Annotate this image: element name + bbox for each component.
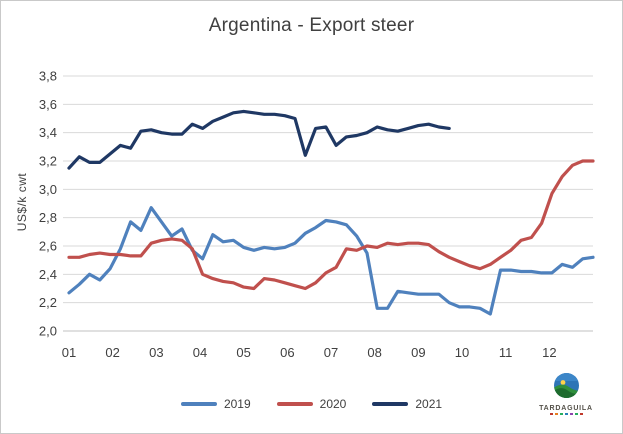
x-tick-label: 10 — [455, 345, 469, 360]
x-tick-label: 06 — [280, 345, 294, 360]
logo-subtext-decoration — [534, 413, 598, 415]
x-tick-label: 05 — [236, 345, 250, 360]
logo-text: TARDAGUILA — [539, 405, 593, 412]
y-tick-label: 2,6 — [39, 239, 57, 254]
x-tick-label: 01 — [62, 345, 76, 360]
series-line-2019 — [67, 206, 595, 316]
legend-label: 2021 — [415, 397, 443, 411]
legend-swatch-2020 — [276, 402, 313, 406]
x-tick-label: 11 — [499, 345, 513, 360]
x-tick-label: 07 — [324, 345, 338, 360]
x-tick-label: 02 — [105, 345, 119, 360]
y-tick-label: 3,8 — [39, 69, 57, 84]
legend-label: 2020 — [319, 397, 347, 411]
legend-swatch-2019 — [180, 402, 217, 406]
legend-swatch-2021 — [372, 402, 409, 406]
y-tick-label: 2,0 — [39, 324, 57, 339]
chart-title: Argentina - Export steer — [208, 15, 415, 36]
tardaguila-logo: TARDAGUILA — [534, 372, 598, 415]
legend-item-2021: 2021 — [372, 397, 442, 411]
x-tick-label: 08 — [367, 345, 381, 360]
legend-item-2020: 2020 — [276, 397, 347, 411]
logo-globe-icon — [553, 373, 579, 398]
y-tick-label: 3,6 — [39, 97, 57, 112]
y-tick-label: 2,4 — [39, 267, 57, 282]
y-tick-label: 3,0 — [39, 182, 57, 197]
y-tick-label: 3,2 — [39, 154, 57, 169]
chart-legend: 2019 2020 2021 — [1, 397, 622, 411]
y-tick-label: 3,4 — [39, 125, 57, 140]
legend-label: 2019 — [223, 397, 251, 411]
y-tick-label: 2,2 — [39, 295, 57, 310]
y-tick-label: 2,8 — [39, 210, 57, 225]
series-line-2021 — [67, 109, 451, 170]
x-tick-label: 03 — [149, 345, 163, 360]
x-tick-label: 12 — [542, 345, 556, 360]
series-line-2020 — [67, 159, 595, 291]
x-tick-label: 09 — [411, 345, 425, 360]
legend-item-2019: 2019 — [180, 397, 251, 411]
x-tick-label: 04 — [193, 345, 207, 360]
